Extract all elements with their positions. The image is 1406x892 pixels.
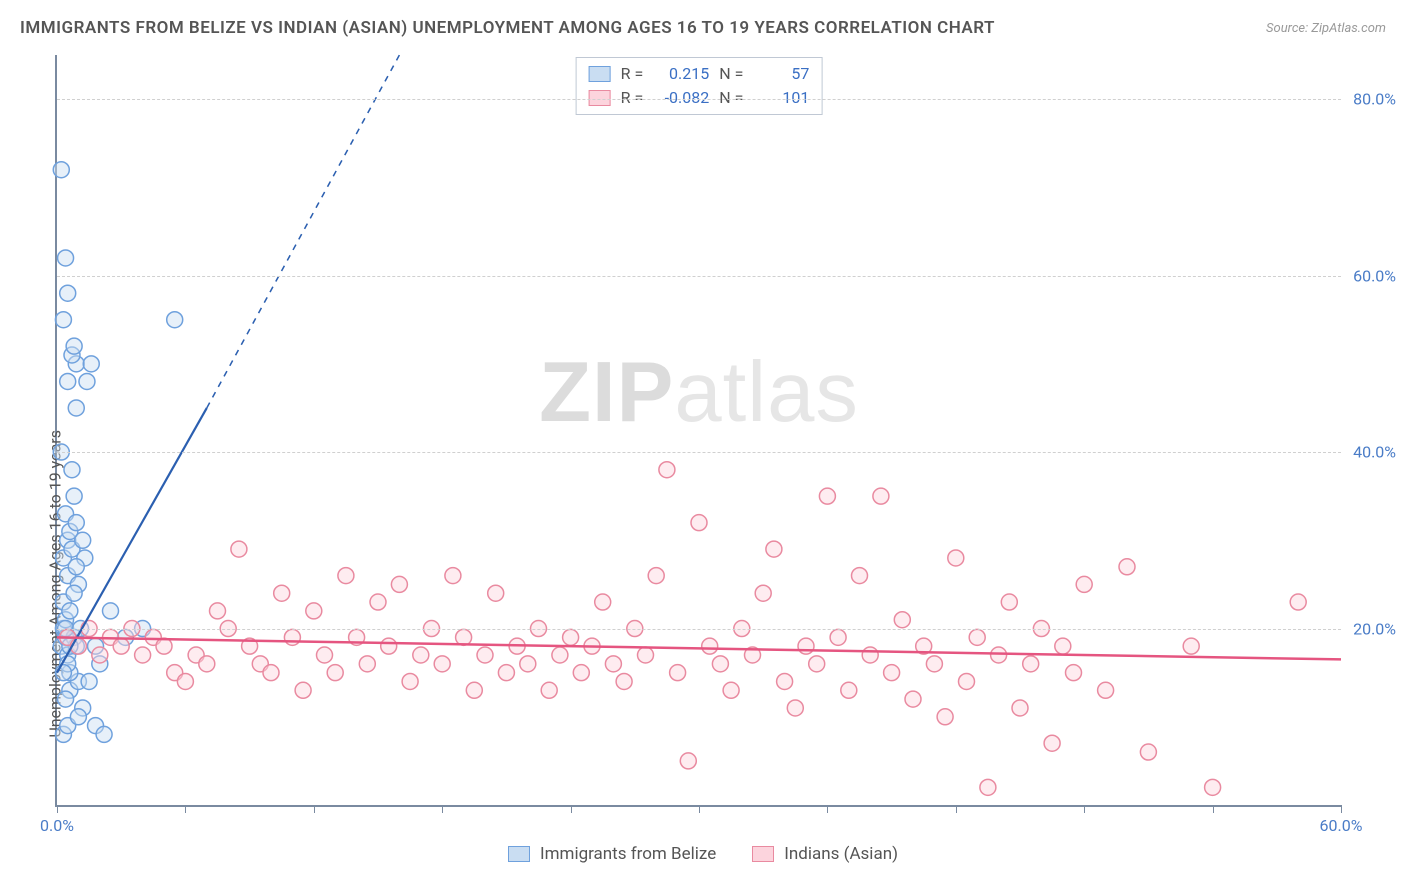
source-label: Source: ZipAtlas.com <box>1266 21 1386 36</box>
xtick-label: 0.0% <box>40 816 74 835</box>
chart-title: IMMIGRANTS FROM BELIZE VS INDIAN (ASIAN)… <box>20 18 995 38</box>
scatter-svg <box>57 55 1341 805</box>
ytick-label: 40.0% <box>1353 443 1396 462</box>
legend-item-belize: Immigrants from Belize <box>508 844 716 864</box>
plot-area: Unemployment Among Ages 16 to 19 years Z… <box>55 55 1341 807</box>
legend-swatch-belize-icon <box>508 846 530 862</box>
ytick-label: 20.0% <box>1353 619 1396 638</box>
title-bar: IMMIGRANTS FROM BELIZE VS INDIAN (ASIAN)… <box>20 18 1386 38</box>
legend-swatch-indians-icon <box>752 846 774 862</box>
legend-label-belize: Immigrants from Belize <box>540 844 716 864</box>
ytick-label: 80.0% <box>1353 90 1396 109</box>
xtick-label: 60.0% <box>1320 816 1363 835</box>
legend-item-indians: Indians (Asian) <box>752 844 898 864</box>
legend-label-indians: Indians (Asian) <box>784 844 898 864</box>
ytick-label: 60.0% <box>1353 266 1396 285</box>
bottom-legend: Immigrants from Belize Indians (Asian) <box>508 844 898 864</box>
